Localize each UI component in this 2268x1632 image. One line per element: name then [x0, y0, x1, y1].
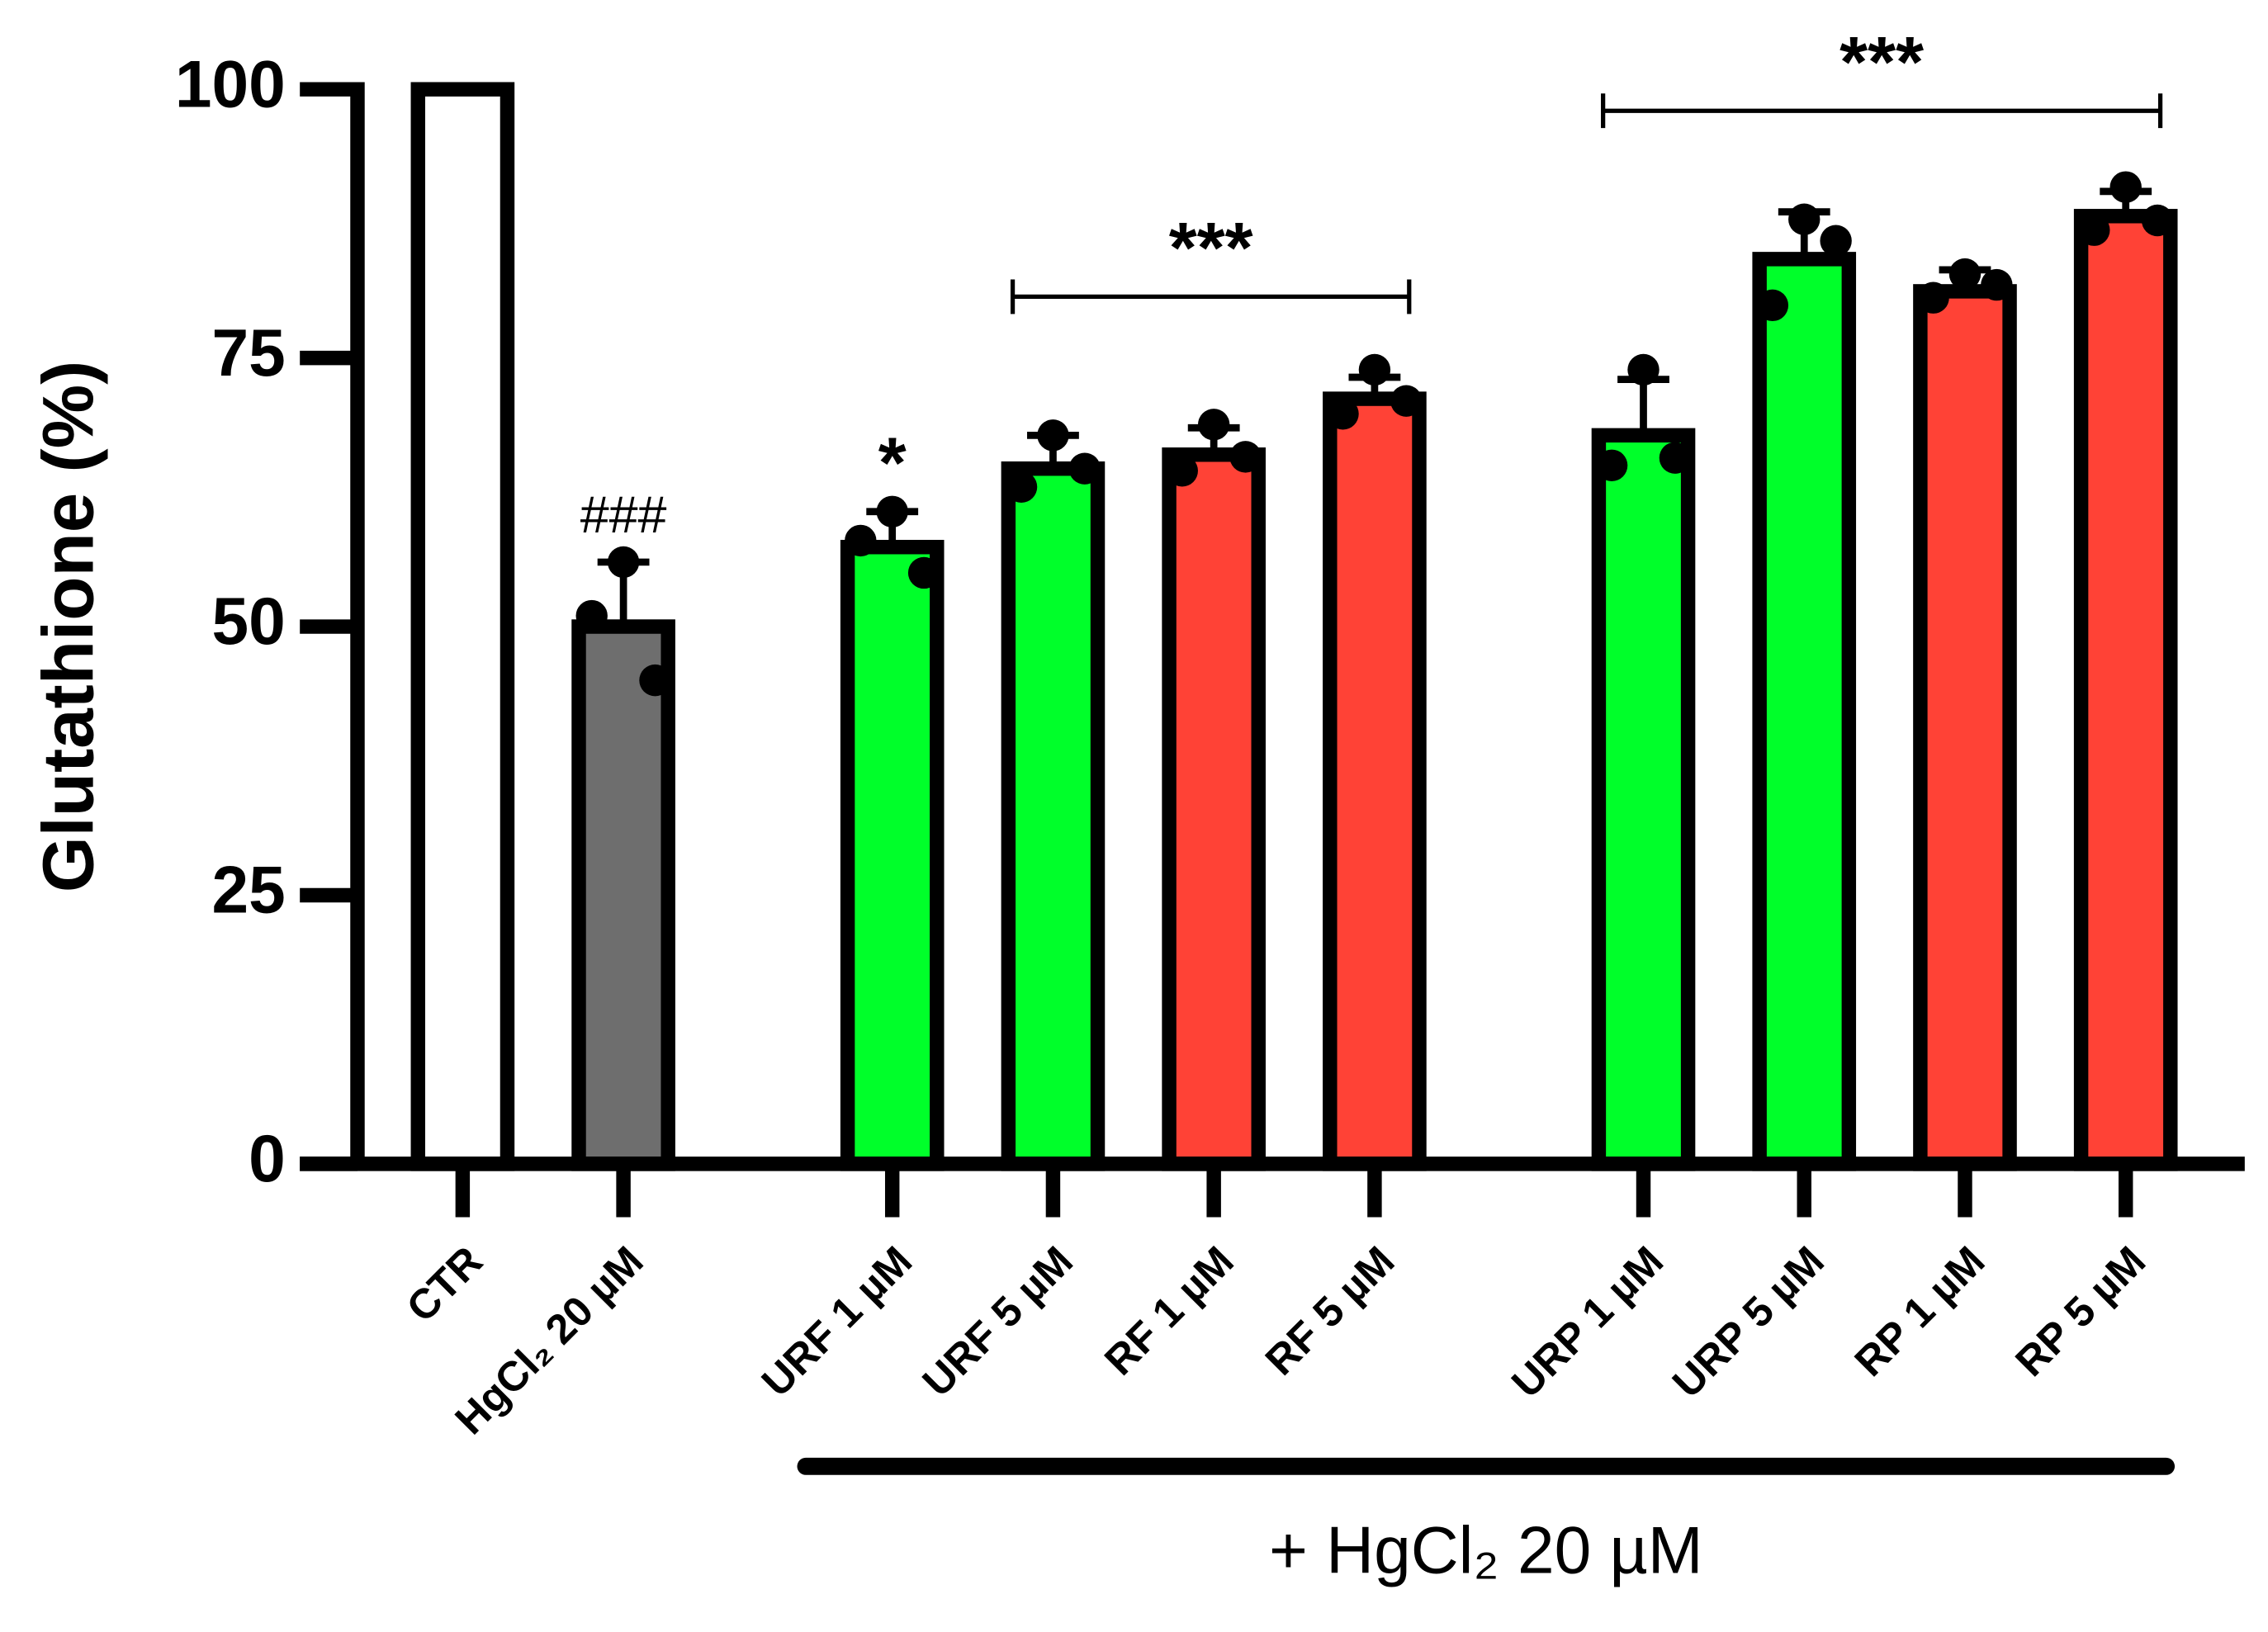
- bar: [1752, 252, 1857, 1171]
- x-tick-label: URP 5 µM: [1664, 1237, 1833, 1406]
- significance-bracket: [1601, 93, 2163, 129]
- data-point: [1390, 385, 1423, 417]
- bar: [1162, 447, 1266, 1171]
- significance-label: ###: [580, 486, 667, 544]
- data-point: [845, 524, 877, 557]
- significance-label: *: [878, 423, 907, 503]
- data-point: [1627, 353, 1660, 386]
- y-tick-label: 0: [249, 1122, 286, 1196]
- bar: [1001, 461, 1106, 1171]
- y-tick-label: 50: [211, 584, 285, 659]
- x-tick-label: RF 5 µM: [1256, 1237, 1403, 1384]
- data-point: [1005, 471, 1038, 504]
- y-tick-label: 100: [175, 47, 286, 121]
- data-point: [1948, 258, 1982, 291]
- bar: [2073, 209, 2178, 1171]
- y-axis-label: Glutathione (%): [28, 361, 108, 893]
- bar: [840, 539, 945, 1171]
- y-tick-label: 25: [211, 854, 285, 928]
- data-point: [1037, 419, 1069, 452]
- data-point: [1820, 225, 1852, 257]
- data-point: [876, 495, 908, 527]
- data-point: [1068, 452, 1101, 485]
- significance-label: ***: [1839, 22, 1924, 102]
- data-point: [1788, 203, 1821, 235]
- x-tick-label: URF 1 µM: [752, 1237, 921, 1405]
- error-bar: [1617, 376, 1669, 436]
- data-point: [2141, 204, 2174, 237]
- data-point: [1327, 398, 1359, 430]
- data-point: [639, 664, 671, 697]
- x-tick-label: RP 5 µM: [2006, 1237, 2155, 1385]
- significance-bracket: [1010, 279, 1412, 315]
- bar: [1591, 428, 1696, 1171]
- data-point: [1197, 409, 1230, 441]
- bar: [1913, 284, 2017, 1171]
- data-point: [1358, 353, 1391, 386]
- data-point: [1981, 268, 2013, 301]
- data-point: [1595, 449, 1628, 481]
- y-tick-label: 75: [211, 316, 285, 390]
- data-point: [907, 556, 940, 589]
- data-point: [1917, 281, 1949, 314]
- bar: [571, 619, 675, 1171]
- data-point: [575, 599, 608, 632]
- x-tick-label: RF 1 µM: [1096, 1237, 1243, 1384]
- data-point: [1659, 442, 1692, 474]
- x-tick-label: CTR: [397, 1237, 491, 1331]
- data-point: [1166, 455, 1198, 487]
- significance-label: ***: [1169, 208, 1253, 288]
- data-point: [2109, 171, 2142, 203]
- group-label: + HgCl₂ 20 µM: [1269, 1514, 1703, 1588]
- x-tick-label: RP 1 µM: [1845, 1237, 1994, 1385]
- data-point: [1756, 289, 1789, 322]
- x-tick-label: URF 5 µM: [913, 1237, 1082, 1405]
- x-tick-label: URP 1 µM: [1503, 1237, 1672, 1406]
- data-point: [1229, 441, 1262, 473]
- data-point: [607, 546, 640, 579]
- bar: [410, 82, 515, 1171]
- bar: [1323, 391, 1427, 1171]
- data-point: [2078, 214, 2110, 246]
